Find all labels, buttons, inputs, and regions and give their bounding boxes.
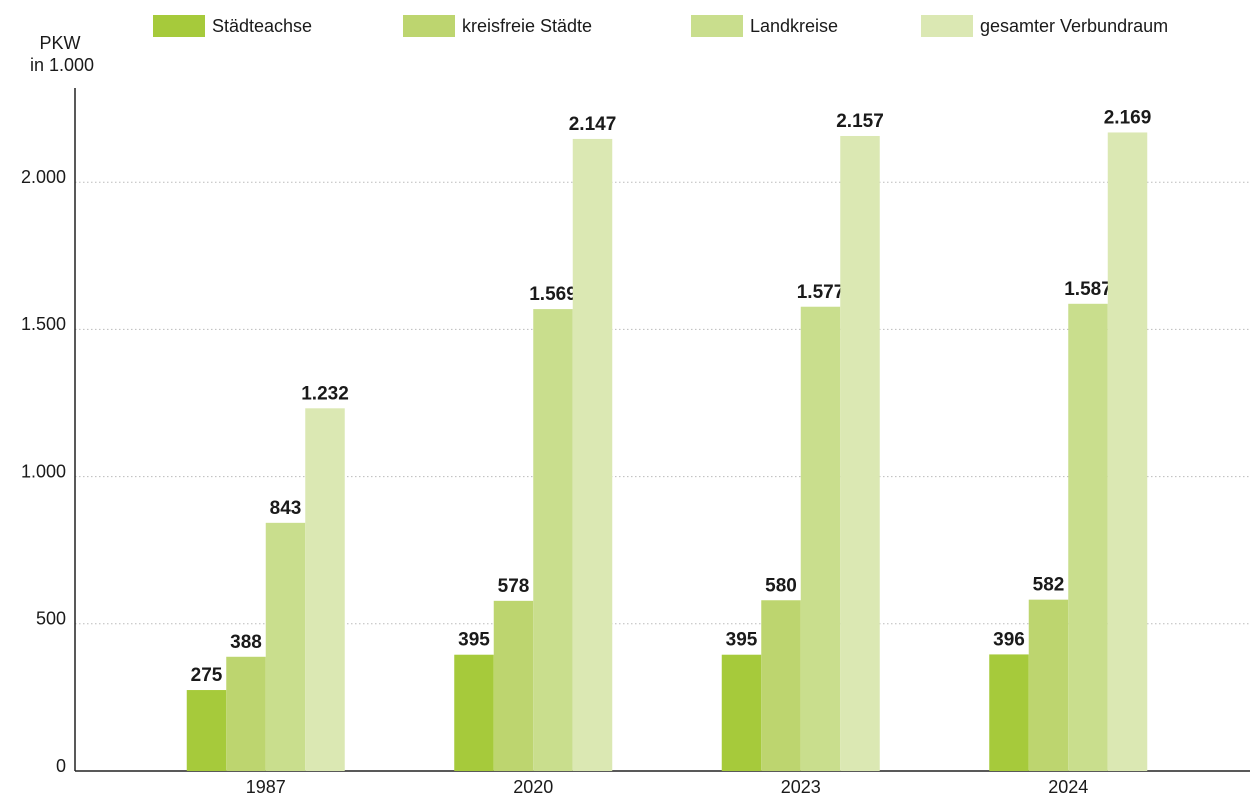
- value-label: 1.232: [301, 383, 349, 404]
- y-tick-label: 500: [36, 609, 66, 629]
- y-axis-label: PKW: [39, 33, 80, 53]
- legend-swatch: [921, 15, 973, 37]
- bar: [454, 654, 494, 771]
- value-label: 395: [458, 630, 490, 651]
- y-tick-label: 1.500: [21, 314, 66, 334]
- bar: [493, 600, 534, 771]
- value-label: 1.577: [797, 282, 845, 303]
- bar: [721, 654, 762, 771]
- value-label: 388: [230, 632, 262, 653]
- value-label: 582: [1033, 575, 1065, 596]
- y-tick-label: 0: [56, 756, 66, 776]
- value-label: 396: [993, 629, 1025, 650]
- value-label: 2.169: [1104, 107, 1152, 128]
- bar: [1028, 599, 1069, 771]
- bar: [572, 138, 613, 771]
- legend-label: kreisfreie Städte: [462, 16, 592, 36]
- legend-label: Städteachse: [212, 16, 312, 36]
- y-tick-label: 1.000: [21, 461, 66, 481]
- value-label: 843: [270, 498, 302, 519]
- bar: [800, 306, 841, 771]
- value-label: 1.569: [529, 284, 577, 305]
- bar: [1107, 132, 1148, 772]
- y-axis-label: in 1.000: [30, 55, 94, 75]
- bar: [226, 656, 266, 771]
- legend-swatch: [403, 15, 455, 37]
- bar: [761, 600, 801, 771]
- value-label: 2.157: [836, 111, 884, 132]
- legend-label: gesamter Verbundraum: [980, 16, 1168, 36]
- x-tick-label: 2023: [781, 777, 821, 797]
- bar: [840, 135, 880, 771]
- legend-swatch: [691, 15, 743, 37]
- value-label: 580: [765, 575, 797, 596]
- legend-swatch: [153, 15, 205, 37]
- bar: [186, 690, 227, 771]
- value-label: 275: [191, 665, 223, 686]
- bar: [533, 309, 573, 771]
- value-label: 578: [498, 576, 530, 597]
- value-label: 1.587: [1064, 279, 1112, 300]
- value-label: 2.147: [569, 114, 617, 135]
- bar: [265, 522, 306, 771]
- x-tick-label: 2020: [513, 777, 553, 797]
- value-label: 395: [726, 630, 758, 651]
- bar: [305, 408, 345, 771]
- legend-label: Landkreise: [750, 16, 838, 36]
- bar: [989, 654, 1029, 771]
- bar: [1068, 303, 1108, 771]
- x-tick-label: 1987: [246, 777, 286, 797]
- x-tick-label: 2024: [1048, 777, 1088, 797]
- y-tick-label: 2.000: [21, 167, 66, 187]
